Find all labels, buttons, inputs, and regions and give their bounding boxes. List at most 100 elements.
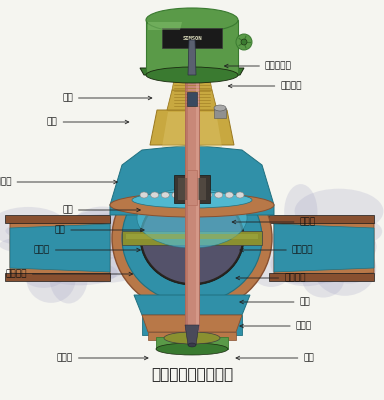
Ellipse shape xyxy=(23,265,65,288)
Bar xyxy=(187,170,197,205)
Ellipse shape xyxy=(63,210,135,260)
Ellipse shape xyxy=(164,332,220,344)
Text: 排气旋塞: 排气旋塞 xyxy=(5,270,132,278)
Ellipse shape xyxy=(63,257,141,283)
Ellipse shape xyxy=(307,252,344,283)
Ellipse shape xyxy=(343,232,377,261)
Polygon shape xyxy=(188,40,196,75)
Bar xyxy=(174,175,210,203)
Ellipse shape xyxy=(110,193,274,217)
Bar xyxy=(122,231,262,245)
Ellipse shape xyxy=(140,191,244,285)
Ellipse shape xyxy=(65,236,154,256)
Ellipse shape xyxy=(188,343,196,347)
Ellipse shape xyxy=(45,218,97,250)
Ellipse shape xyxy=(298,242,359,258)
Text: 上盖: 上盖 xyxy=(55,226,144,234)
Ellipse shape xyxy=(295,228,375,258)
Text: 壳体: 壳体 xyxy=(47,118,129,126)
Ellipse shape xyxy=(328,258,371,284)
Ellipse shape xyxy=(236,34,252,50)
Ellipse shape xyxy=(137,188,247,248)
Text: 计数器: 计数器 xyxy=(57,354,148,362)
Polygon shape xyxy=(140,68,244,75)
Bar xyxy=(5,215,110,223)
Text: SIMSON: SIMSON xyxy=(182,36,202,40)
Ellipse shape xyxy=(313,241,376,296)
Bar xyxy=(178,178,206,200)
Ellipse shape xyxy=(214,105,226,111)
Polygon shape xyxy=(148,22,182,30)
Ellipse shape xyxy=(270,242,341,286)
Ellipse shape xyxy=(204,192,212,198)
Ellipse shape xyxy=(277,260,322,284)
Text: 立式腰轮流量结构图: 立式腰轮流量结构图 xyxy=(151,368,233,382)
Text: 修正器: 修正器 xyxy=(240,322,312,330)
Ellipse shape xyxy=(0,207,67,246)
Text: 径向轴承: 径向轴承 xyxy=(240,246,313,254)
Ellipse shape xyxy=(71,214,151,236)
Ellipse shape xyxy=(41,260,118,285)
Ellipse shape xyxy=(337,219,382,244)
Bar xyxy=(148,332,236,340)
Ellipse shape xyxy=(274,227,308,266)
Bar xyxy=(187,92,197,106)
Ellipse shape xyxy=(146,8,238,32)
Polygon shape xyxy=(167,90,217,110)
Bar xyxy=(142,315,242,335)
Text: 油杯: 油杯 xyxy=(240,298,310,306)
Ellipse shape xyxy=(112,163,272,313)
Polygon shape xyxy=(172,80,212,90)
Text: 腰轮: 腰轮 xyxy=(62,206,140,214)
Ellipse shape xyxy=(70,206,136,254)
Polygon shape xyxy=(162,112,222,147)
Text: 中间隔板: 中间隔板 xyxy=(0,178,117,186)
Text: 腰轮轴: 腰轮轴 xyxy=(232,218,316,226)
Ellipse shape xyxy=(140,192,148,198)
Ellipse shape xyxy=(0,236,65,254)
Ellipse shape xyxy=(172,192,180,198)
Text: 手轮: 手轮 xyxy=(236,354,314,362)
Bar xyxy=(146,20,238,75)
Text: 出轴密封: 出轴密封 xyxy=(236,274,306,282)
Ellipse shape xyxy=(236,192,244,198)
Ellipse shape xyxy=(302,261,344,298)
Ellipse shape xyxy=(5,221,84,241)
Text: 止推轴承: 止推轴承 xyxy=(228,82,302,90)
Ellipse shape xyxy=(49,250,88,304)
Ellipse shape xyxy=(290,248,366,276)
Bar xyxy=(196,80,199,335)
Ellipse shape xyxy=(64,220,97,237)
Ellipse shape xyxy=(183,192,191,198)
Ellipse shape xyxy=(122,173,262,303)
Polygon shape xyxy=(150,110,234,145)
Ellipse shape xyxy=(295,189,383,234)
Ellipse shape xyxy=(156,343,228,355)
Bar xyxy=(5,273,110,281)
Polygon shape xyxy=(142,315,242,332)
Bar xyxy=(269,273,374,281)
Bar xyxy=(214,108,226,118)
Ellipse shape xyxy=(246,234,296,287)
Bar xyxy=(185,80,199,335)
Bar xyxy=(156,337,228,349)
Ellipse shape xyxy=(26,255,76,303)
Polygon shape xyxy=(134,295,250,315)
Polygon shape xyxy=(110,145,274,215)
Ellipse shape xyxy=(193,192,201,198)
Ellipse shape xyxy=(241,39,247,45)
Polygon shape xyxy=(274,224,374,272)
Bar xyxy=(269,215,374,223)
Text: 下盖: 下盖 xyxy=(62,94,152,102)
Ellipse shape xyxy=(215,192,223,198)
Ellipse shape xyxy=(225,192,233,198)
Polygon shape xyxy=(274,218,374,278)
Ellipse shape xyxy=(132,192,252,208)
Ellipse shape xyxy=(66,253,127,280)
Bar xyxy=(162,28,222,48)
Ellipse shape xyxy=(142,193,242,283)
Ellipse shape xyxy=(151,192,159,198)
Polygon shape xyxy=(10,218,110,278)
Polygon shape xyxy=(185,325,199,345)
Text: 止推轴承坐: 止推轴承坐 xyxy=(225,62,292,70)
